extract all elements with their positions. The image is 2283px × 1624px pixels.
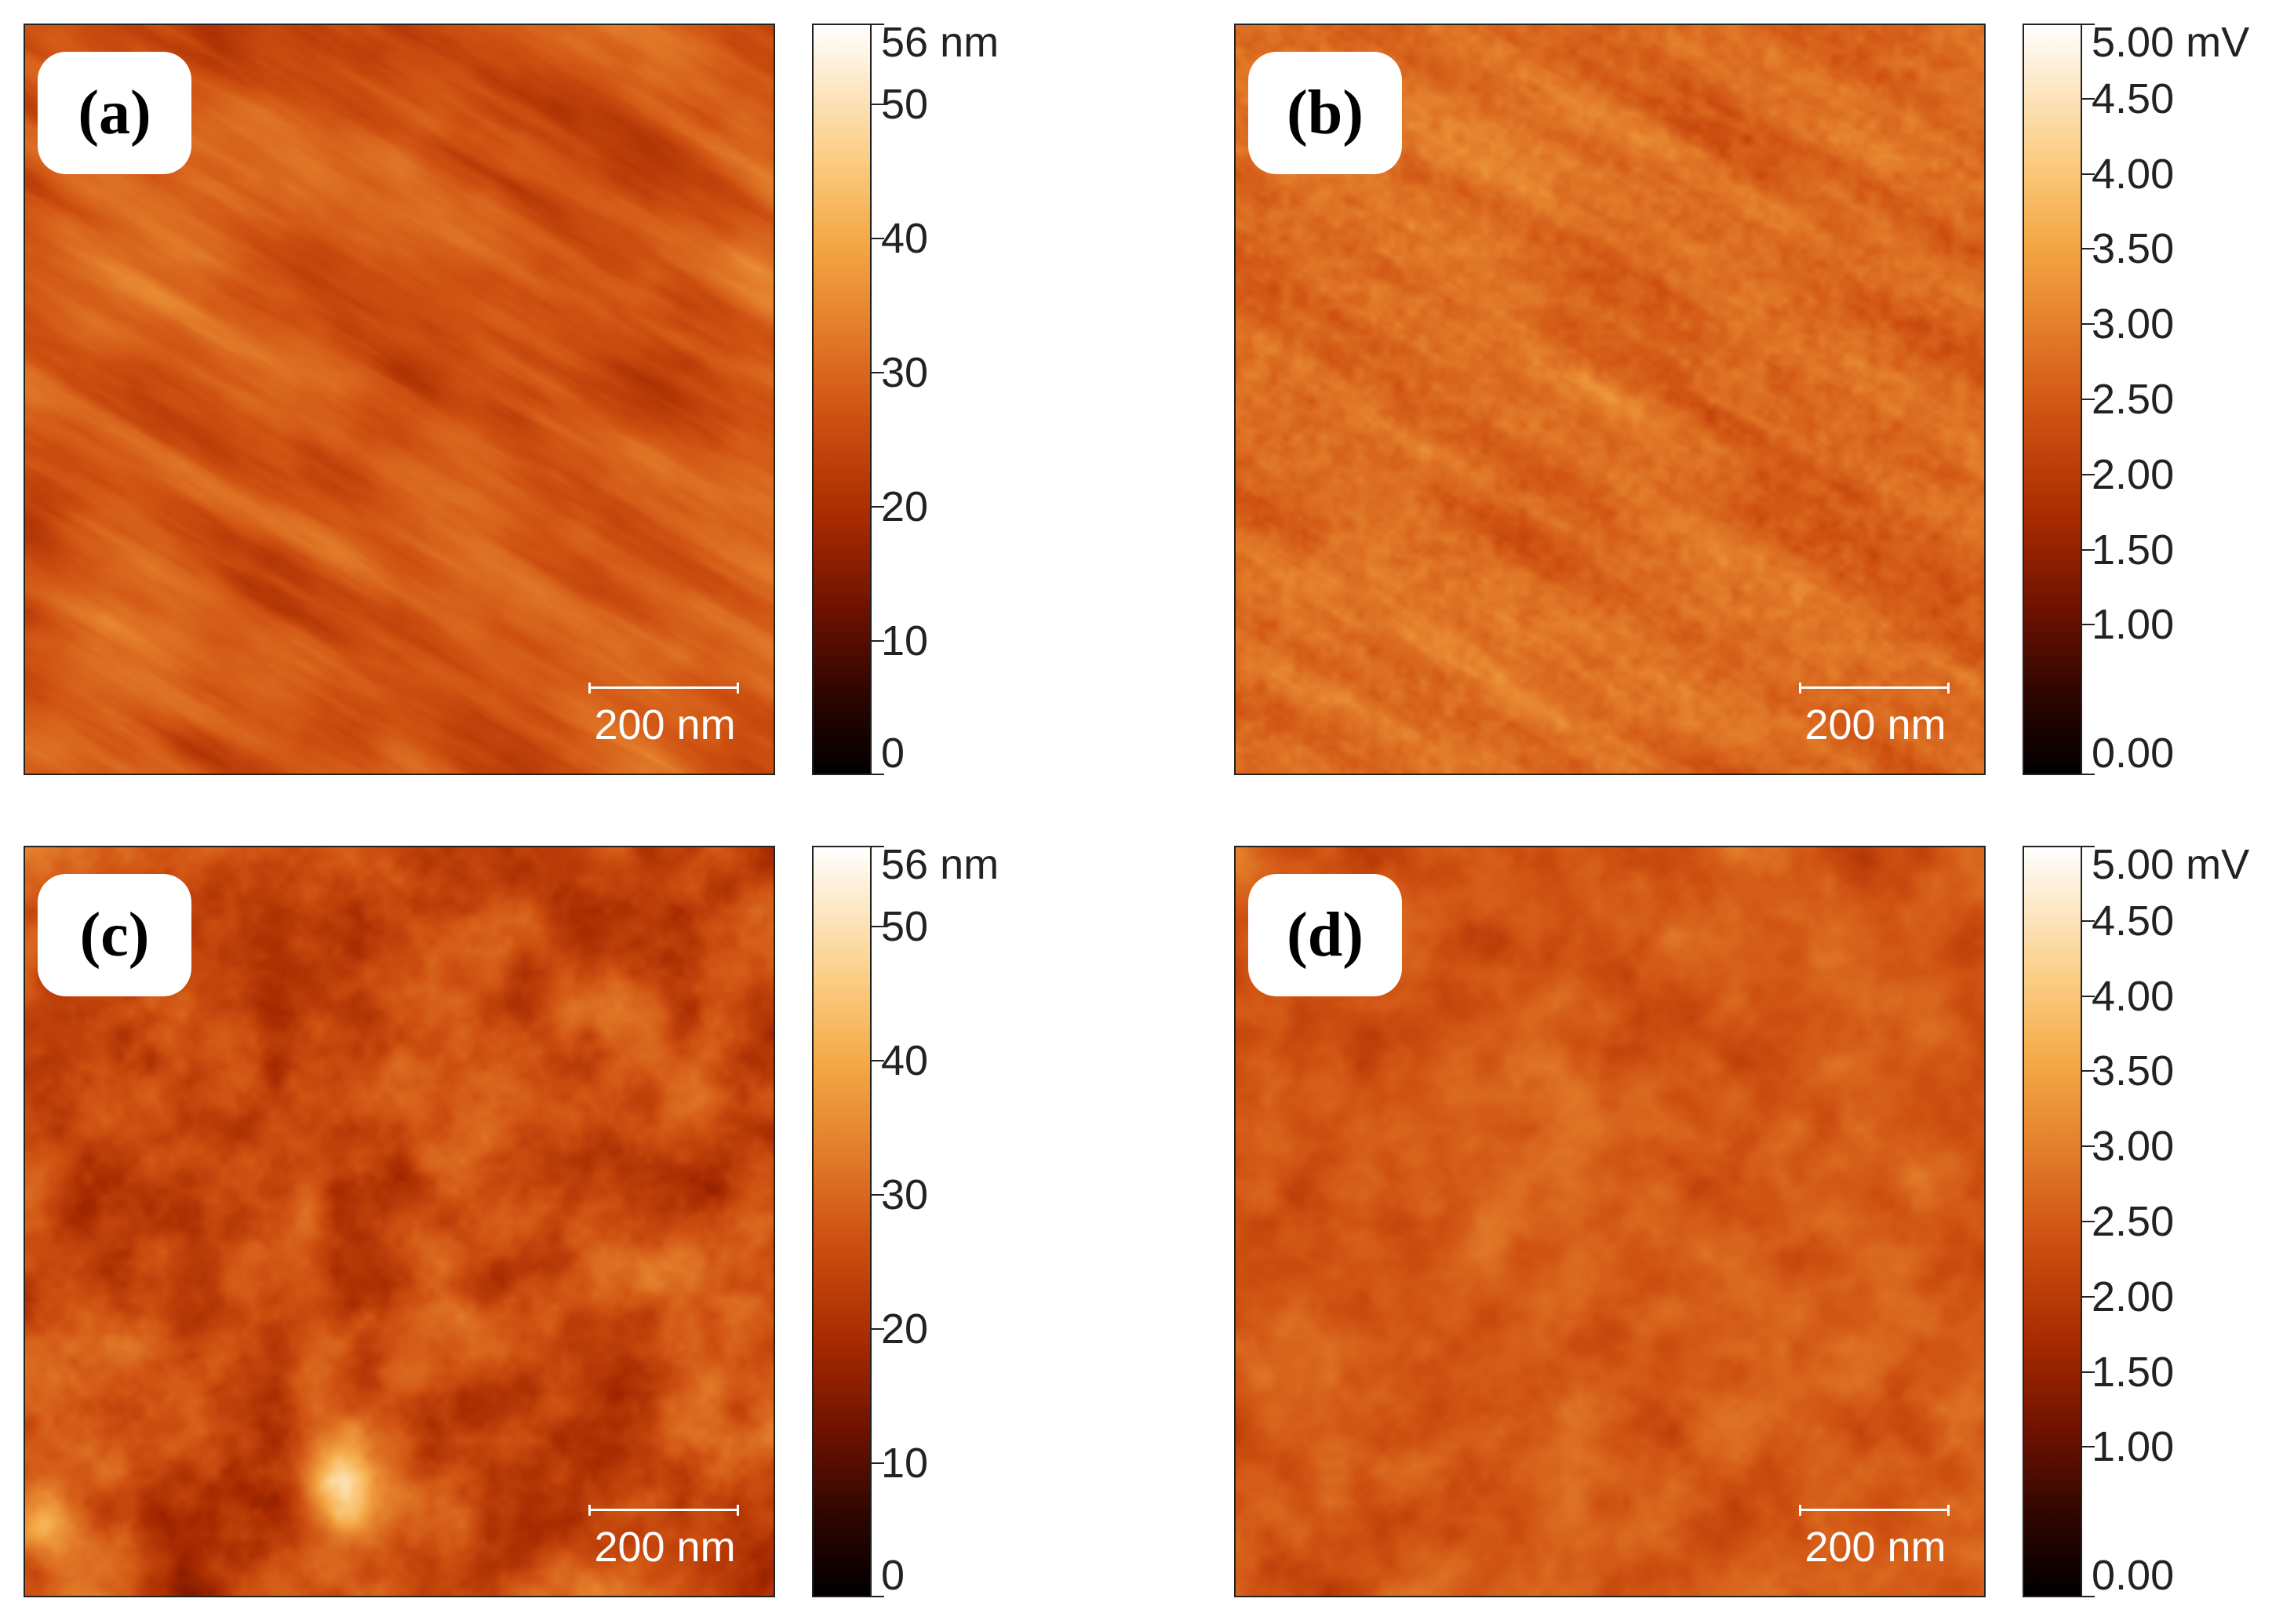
colorbar-tick-label: 2.50: [2092, 376, 2175, 423]
afm-potential-map: (b) 200 nm: [1234, 24, 1986, 775]
colorbar-tick-label: 50: [881, 80, 929, 128]
afm-topography-map: (a) 200 nm: [24, 24, 775, 775]
colorbar-tick: [2081, 399, 2095, 400]
colorbar-tick-label: 40: [881, 214, 929, 262]
colorbar-tick: [870, 1596, 884, 1597]
colorbar-tick-label: 1.00: [2092, 601, 2175, 649]
colorbar-tick-label: 4.00: [2092, 150, 2175, 198]
colorbar-tick: [2081, 846, 2095, 847]
colorbar-tick-label: 20: [881, 1305, 929, 1353]
colorbar-tick-label: 1.50: [2092, 526, 2175, 573]
colorbar-tick-label: 50: [881, 902, 929, 950]
colorbar-tick-label: 56 nm: [881, 19, 999, 66]
colorbar-tick: [870, 846, 884, 847]
colorbar-tick-label: 10: [881, 1439, 929, 1487]
colorbar-tick-label: 1.50: [2092, 1348, 2175, 1396]
colorbar-tick-label: 1.00: [2092, 1423, 2175, 1471]
scale-bar: [588, 683, 739, 694]
colorbar-tick-label: 0: [881, 730, 905, 777]
colorbar-tick: [2081, 1371, 2095, 1373]
colorbar-tick-label: 5.00 mV: [2092, 841, 2250, 888]
colorbar-tick-label: 5.00 mV: [2092, 19, 2250, 66]
panel-label: (a): [38, 52, 191, 174]
potential-colorbar: [2023, 846, 2082, 1597]
colorbar-tick: [2081, 1145, 2095, 1148]
colorbar-tick-label: 2.50: [2092, 1198, 2175, 1245]
colorbar-tick-label: 4.50: [2092, 75, 2175, 122]
colorbar-tick: [2081, 323, 2095, 326]
scale-bar: [1799, 1505, 1950, 1516]
colorbar-tick-label: 0.00: [2092, 730, 2175, 777]
colorbar-tick: [2081, 1221, 2095, 1222]
height-colorbar: [812, 24, 872, 775]
scale-bar-label: 200 nm: [594, 701, 736, 748]
colorbar-tick: [870, 237, 884, 239]
colorbar-tick-label: 40: [881, 1036, 929, 1084]
colorbar-tick: [870, 639, 884, 642]
panel-label: (b): [1248, 52, 1402, 174]
potential-colorbar: [2023, 24, 2082, 775]
scale-bar: [588, 1505, 739, 1516]
colorbar-tick-label: 30: [881, 348, 929, 396]
colorbar-tick-label: 56 nm: [881, 841, 999, 888]
colorbar-tick: [2081, 1070, 2095, 1072]
colorbar-tick: [870, 103, 884, 105]
scale-bar-label: 200 nm: [1804, 701, 1946, 748]
colorbar-tick-label: 30: [881, 1171, 929, 1218]
colorbar-tick: [870, 925, 884, 927]
colorbar-tick-label: 3.50: [2092, 1047, 2175, 1095]
colorbar-tick: [870, 1193, 884, 1196]
colorbar-tick: [2081, 24, 2095, 25]
scale-bar: [1799, 683, 1950, 694]
scale-bar-label: 200 nm: [594, 1524, 736, 1571]
colorbar-tick: [2081, 774, 2095, 775]
colorbar-tick: [2081, 624, 2095, 626]
colorbar-tick-label: 4.50: [2092, 897, 2175, 945]
panel-label: (d): [1248, 874, 1402, 996]
colorbar-tick-label: 0: [881, 1552, 905, 1599]
colorbar-tick-label: 10: [881, 617, 929, 665]
colorbar-tick: [2081, 1295, 2095, 1298]
colorbar-tick: [2081, 1596, 2095, 1597]
panel-label: (c): [38, 874, 191, 996]
colorbar-tick-label: 2.00: [2092, 1273, 2175, 1320]
colorbar-tick-label: 3.00: [2092, 1123, 2175, 1171]
colorbar-tick-label: 2.00: [2092, 450, 2175, 498]
colorbar-tick: [870, 1462, 884, 1464]
colorbar-tick: [2081, 1446, 2095, 1448]
colorbar-tick-label: 4.00: [2092, 972, 2175, 1020]
colorbar-tick: [2081, 473, 2095, 475]
colorbar-tick: [870, 505, 884, 508]
colorbar-tick: [2081, 248, 2095, 250]
colorbar-tick: [2081, 995, 2095, 997]
colorbar-tick: [2081, 97, 2095, 100]
colorbar-tick: [2081, 548, 2095, 551]
colorbar-tick: [2081, 919, 2095, 922]
colorbar-tick: [870, 1059, 884, 1061]
colorbar-tick: [2081, 173, 2095, 175]
colorbar-tick-label: 3.00: [2092, 300, 2175, 348]
afm-topography-map: (c) 200 nm: [24, 846, 775, 1597]
height-colorbar: [812, 846, 872, 1597]
colorbar-tick: [870, 24, 884, 25]
colorbar-tick-label: 20: [881, 482, 929, 530]
colorbar-tick: [870, 1327, 884, 1330]
colorbar-tick-label: 3.50: [2092, 225, 2175, 273]
colorbar-tick-label: 0.00: [2092, 1552, 2175, 1599]
scale-bar-label: 200 nm: [1804, 1524, 1946, 1571]
afm-potential-map: (d) 200 nm: [1234, 846, 1986, 1597]
colorbar-tick: [870, 371, 884, 373]
colorbar-tick: [870, 774, 884, 775]
